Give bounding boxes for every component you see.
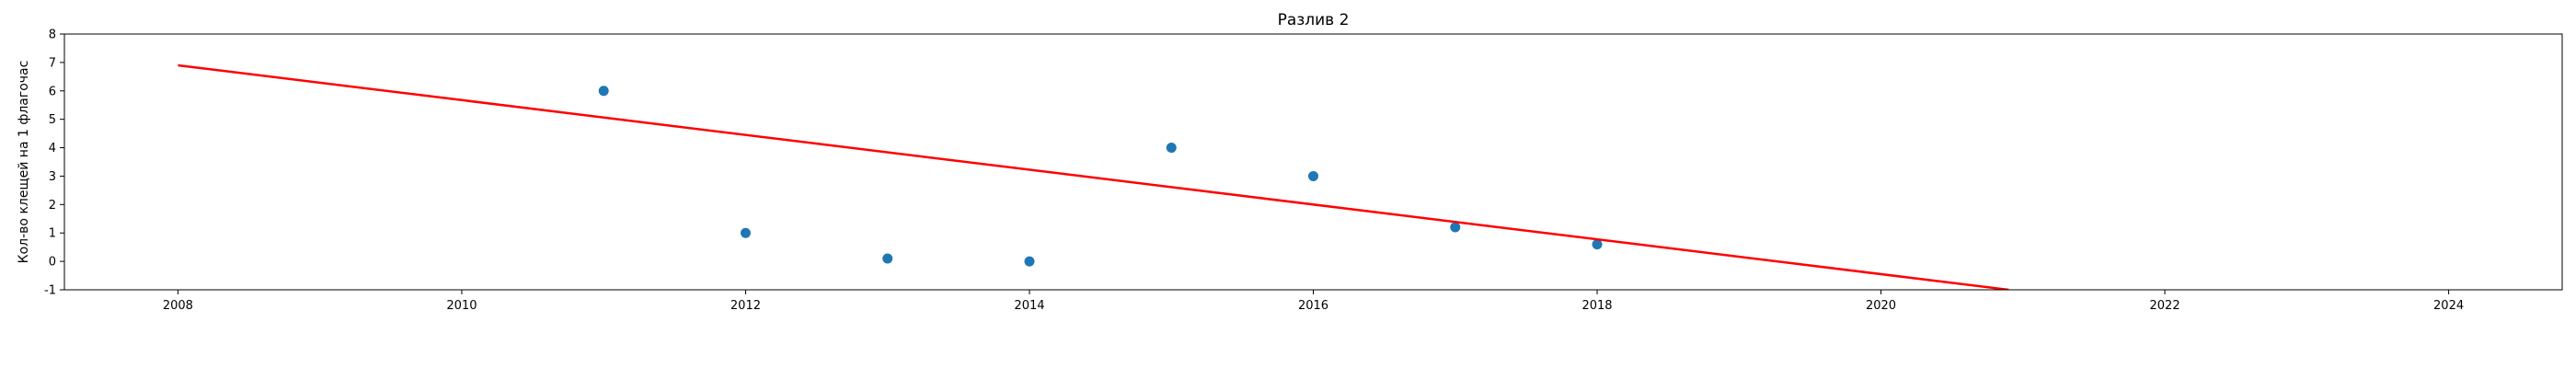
scatter-point (1592, 239, 1603, 250)
y-axis: -1 0 1 2 3 4 5 6 7 8 (44, 29, 64, 298)
x-tick-label: 2022 (2150, 299, 2180, 313)
scatter-point (1450, 222, 1461, 233)
chart-title: Разлив 2 (1278, 11, 1350, 29)
y-tick-label: 7 (49, 56, 56, 70)
x-tick-label: 2012 (730, 299, 761, 313)
x-tick-label: 2024 (2433, 299, 2464, 313)
scatter-point (882, 253, 893, 264)
x-tick-label: 2008 (163, 299, 193, 313)
x-tick-label: 2014 (1014, 299, 1044, 313)
y-tick-label: 0 (49, 256, 56, 270)
y-tick-label: 5 (49, 113, 56, 127)
y-tick-label: 2 (49, 199, 56, 213)
y-axis-label: Кол-во клещей на 1 флагочас (17, 61, 31, 264)
y-tick-label: 4 (49, 142, 56, 155)
plot-area (178, 63, 2009, 290)
x-tick-label: 2020 (1866, 299, 1896, 313)
scatter-point (740, 227, 751, 238)
x-tick-label: 2016 (1298, 299, 1328, 313)
scatter-point (1024, 256, 1035, 267)
y-tick-label: 8 (49, 29, 56, 42)
y-tick-label: -1 (44, 284, 56, 298)
scatter-point (1166, 143, 1177, 154)
trend-line (178, 63, 2009, 290)
y-tick-label: 3 (49, 170, 56, 184)
x-tick-label: 2010 (446, 299, 477, 313)
y-tick-label: 6 (49, 85, 56, 98)
scatter-point (1308, 170, 1318, 181)
x-axis: 2008 2010 2012 2014 2016 2018 2020 2022 2024 (163, 290, 2464, 313)
x-tick-label: 2018 (1581, 299, 1612, 313)
y-tick-label: 1 (49, 227, 56, 241)
scatter-point (598, 86, 609, 97)
